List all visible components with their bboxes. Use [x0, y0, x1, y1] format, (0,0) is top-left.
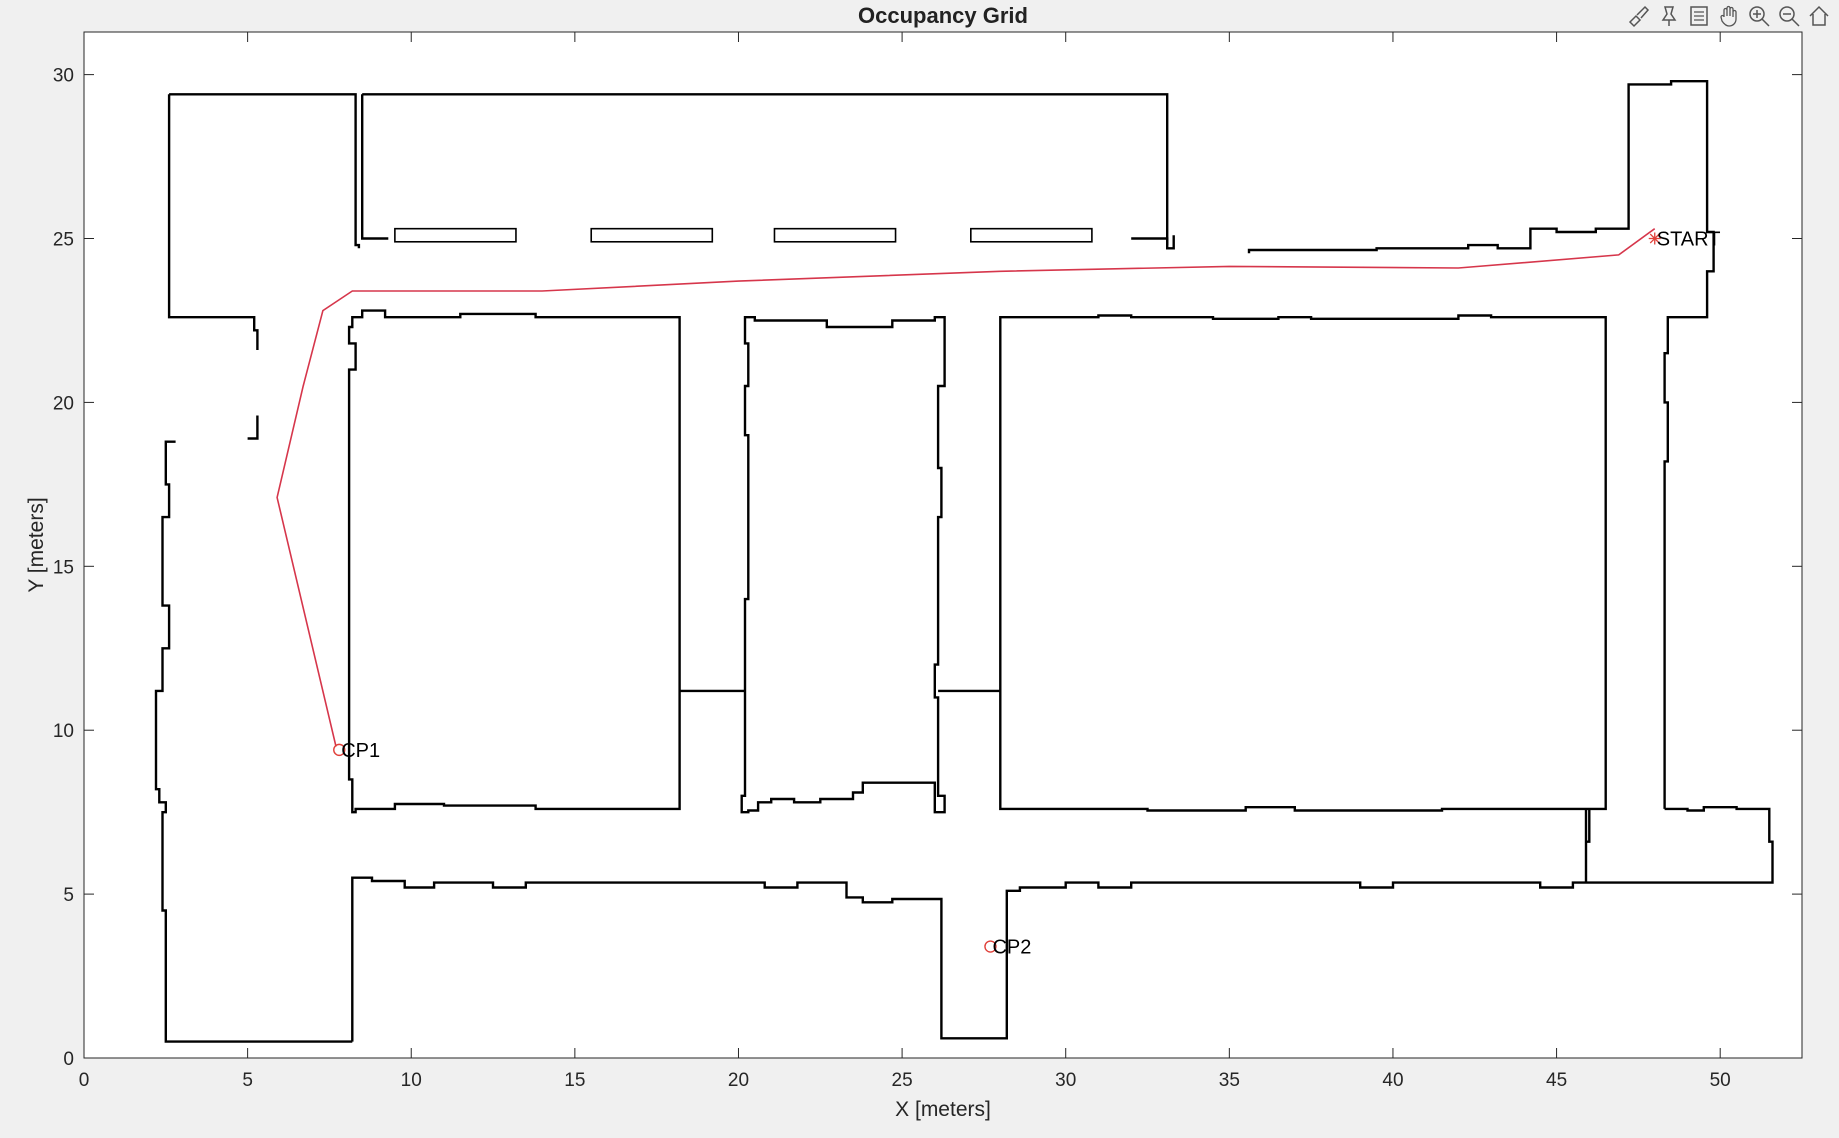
annotation-cp1: CP1	[341, 740, 380, 762]
axes-background	[83, 31, 1803, 1059]
wall-segment	[970, 227, 1093, 243]
wall-segment	[1247, 80, 1715, 809]
y-tick-label: 15	[53, 557, 74, 578]
zoom-in-icon[interactable]	[1745, 2, 1773, 30]
y-tick-label: 5	[63, 885, 74, 906]
annotation-cp2: CP2	[992, 937, 1031, 959]
wall-segment	[247, 415, 259, 440]
occupancy-walls	[154, 80, 1774, 1043]
chart-title: Occupancy Grid	[858, 3, 1028, 28]
x-tick-label: 5	[242, 1070, 253, 1091]
wall-segment	[361, 94, 389, 240]
y-tick-label: 0	[63, 1049, 74, 1070]
wall-segment	[590, 227, 714, 243]
annotation-start: START	[1657, 229, 1721, 251]
wall-segment	[351, 806, 1774, 1042]
zoom-out-icon[interactable]	[1775, 2, 1803, 30]
wall-segment	[167, 94, 259, 350]
brush-icon[interactable]	[1625, 2, 1653, 30]
figure-toolbar	[1625, 2, 1833, 30]
x-tick-label: 45	[1546, 1070, 1567, 1091]
x-tick-label: 50	[1710, 1070, 1731, 1091]
x-tick-label: 0	[79, 1070, 90, 1091]
y-axis-label: Y [meters]	[25, 497, 48, 592]
wall-segment	[773, 227, 897, 243]
x-tick-label: 40	[1382, 1070, 1403, 1091]
wall-segment	[154, 440, 353, 1043]
x-tick-label: 20	[728, 1070, 749, 1091]
x-tick-label: 15	[564, 1070, 585, 1091]
start-marker	[1648, 232, 1661, 245]
checkpoint-marker	[984, 940, 997, 953]
x-tick-label: 30	[1055, 1070, 1076, 1091]
data-tips-icon[interactable]	[1655, 2, 1683, 30]
x-tick-label: 35	[1219, 1070, 1240, 1091]
wall-segment	[347, 309, 681, 814]
pan-icon[interactable]	[1715, 2, 1743, 30]
planned-path	[276, 228, 1656, 747]
path-line	[276, 228, 1656, 747]
x-axis-label: X [meters]	[895, 1098, 991, 1121]
wall-segment	[169, 93, 361, 249]
y-tick-label: 10	[53, 721, 74, 742]
wall-segment	[394, 227, 517, 243]
y-tick-label: 30	[53, 66, 74, 87]
legend-icon[interactable]	[1685, 2, 1713, 30]
axis-ticks: 0 5 10 15 20 25 30 35 40 45 50 0 5 10 15 20 25 30	[53, 32, 1802, 1091]
wall-segment	[999, 314, 1607, 812]
x-tick-label: 25	[892, 1070, 913, 1091]
wall-segment	[740, 316, 946, 814]
y-tick-label: 25	[53, 230, 74, 251]
checkpoint-markers: START CP1 CP2	[333, 229, 1721, 959]
x-tick-label: 10	[401, 1070, 422, 1091]
home-icon[interactable]	[1805, 2, 1833, 30]
wall-segment	[1131, 235, 1175, 250]
y-tick-label: 20	[53, 393, 74, 414]
wall-segment	[1586, 808, 1591, 843]
checkpoint-marker	[333, 743, 346, 757]
wall-segment	[362, 93, 1169, 246]
